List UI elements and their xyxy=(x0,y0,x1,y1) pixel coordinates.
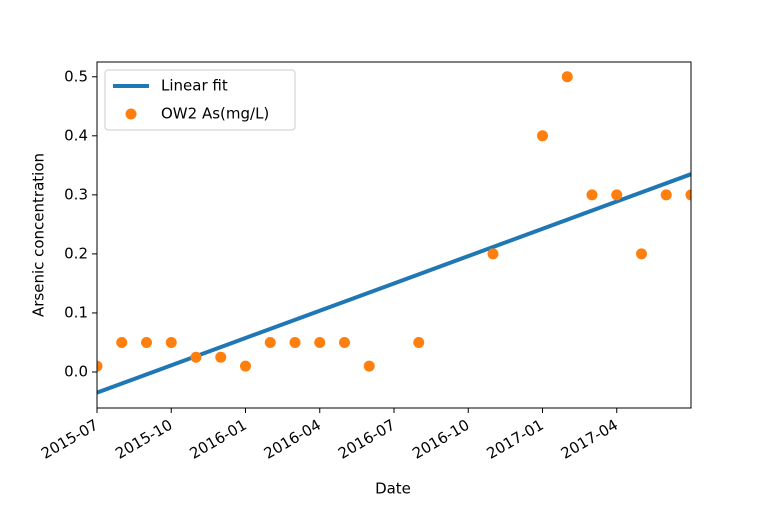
legend-label: Linear fit xyxy=(161,77,228,95)
data-point xyxy=(215,351,227,363)
data-point xyxy=(240,360,251,372)
data-point xyxy=(97,360,103,372)
legend-marker xyxy=(125,108,137,120)
data-point xyxy=(636,248,647,260)
y-tick-label: 0.5 xyxy=(64,67,88,85)
data-point xyxy=(165,336,177,348)
data-point xyxy=(487,248,499,260)
legend-label: OW2 As(mg/L) xyxy=(161,105,269,123)
legend-box xyxy=(104,69,296,131)
axes-frame xyxy=(96,61,692,409)
data-point xyxy=(660,189,672,201)
data-point xyxy=(363,360,375,372)
data-point xyxy=(116,336,128,348)
y-tick-label: 0.2 xyxy=(64,244,88,262)
data-point xyxy=(685,189,691,201)
data-point xyxy=(289,336,301,348)
data-point xyxy=(314,336,326,348)
y-tick-label: 0.4 xyxy=(64,126,88,144)
data-point xyxy=(537,130,548,142)
data-point xyxy=(586,189,598,201)
plot-area xyxy=(97,71,691,395)
y-tick-label: 0.3 xyxy=(64,185,88,203)
data-point xyxy=(339,336,350,348)
y-tick-label: 0.0 xyxy=(64,362,88,380)
x-axis-label: Date xyxy=(375,480,411,498)
y-axis-label: Arsenic concentration xyxy=(30,153,48,317)
data-point xyxy=(141,336,152,348)
data-point xyxy=(264,336,276,348)
data-point xyxy=(413,336,425,348)
y-tick-label: 0.1 xyxy=(64,303,88,321)
data-point xyxy=(190,351,202,363)
data-point xyxy=(611,189,623,201)
data-point xyxy=(561,71,573,83)
